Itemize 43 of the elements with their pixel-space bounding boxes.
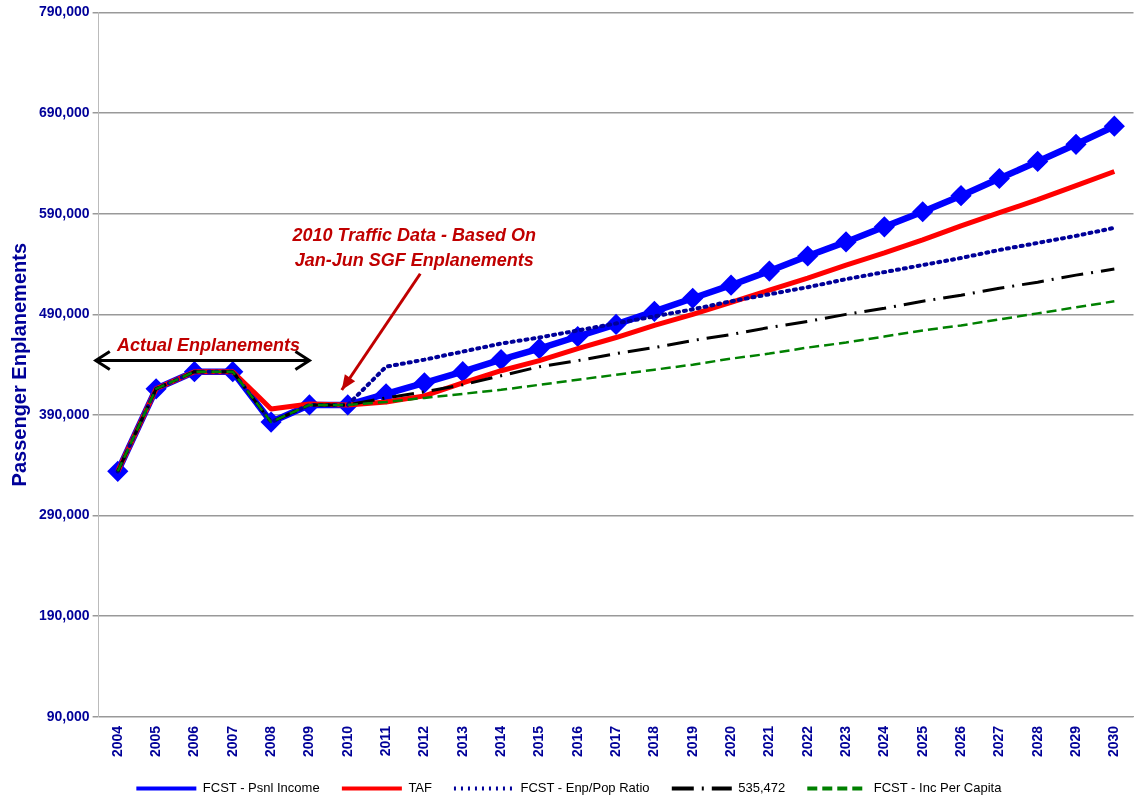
x-tick-label: 2011	[376, 725, 393, 757]
x-tick-label: 2010	[338, 725, 355, 758]
x-tick-label: 2014	[491, 725, 508, 758]
x-tick-label: 2016	[568, 725, 585, 758]
y-tick-label: 490,000	[39, 305, 90, 322]
annotation: 2010 Traffic Data - Based On Jan-Jun SGF Enplanements	[291, 224, 536, 270]
legend-label: FCST - Enp/Pop Ratio	[520, 780, 650, 796]
legend-label: TAF	[408, 780, 433, 796]
y-tick-label: 390,000	[39, 405, 90, 422]
x-tick-label: 2019	[683, 725, 700, 758]
x-tick-label: 2024	[875, 725, 892, 758]
x-tick-label: 2018	[645, 725, 662, 758]
x-tick-label: 2013	[453, 725, 470, 758]
x-tick-label: 2026	[951, 725, 968, 758]
x-tick-label: 2005	[146, 725, 163, 758]
y-axis-title: Passenger Enplanements	[7, 242, 30, 487]
x-tick-label: 2009	[300, 725, 317, 758]
x-tick-label: 2022	[798, 725, 815, 758]
y-tick-label: 190,000	[39, 607, 90, 624]
y-tick-label: 90,000	[46, 707, 90, 724]
x-tick-label: 2028	[1028, 725, 1045, 758]
x-tick-label: 2023	[836, 725, 853, 758]
x-tick-label: 2027	[990, 725, 1007, 758]
legend-label: FCST - Psnl Income	[202, 780, 320, 796]
y-tick-label: 790,000	[39, 3, 90, 20]
y-tick-label: 290,000	[39, 506, 90, 523]
x-tick-label: 2012	[415, 725, 432, 758]
x-tick-label: 2025	[913, 725, 930, 758]
x-tick-label: 2015	[530, 725, 547, 758]
y-tick-label: 590,000	[39, 204, 90, 221]
x-tick-label: 2017	[606, 725, 623, 758]
x-tick-label: 2004	[108, 725, 125, 758]
legend-label: 535,472	[738, 780, 786, 796]
x-tick-label: 2008	[261, 725, 278, 758]
x-tick-label: 2007	[223, 725, 240, 758]
x-tick-label: 2020	[721, 725, 738, 758]
x-tick-label: 2030	[1105, 725, 1122, 758]
legend-label: FCST - Inc Per Capita	[873, 780, 1003, 796]
x-tick-label: 2021	[760, 725, 777, 758]
x-tick-label: 2006	[185, 725, 202, 758]
annotation: Actual Enplanements	[116, 335, 301, 356]
x-tick-label: 2029	[1066, 725, 1083, 758]
y-tick-label: 690,000	[39, 103, 90, 120]
